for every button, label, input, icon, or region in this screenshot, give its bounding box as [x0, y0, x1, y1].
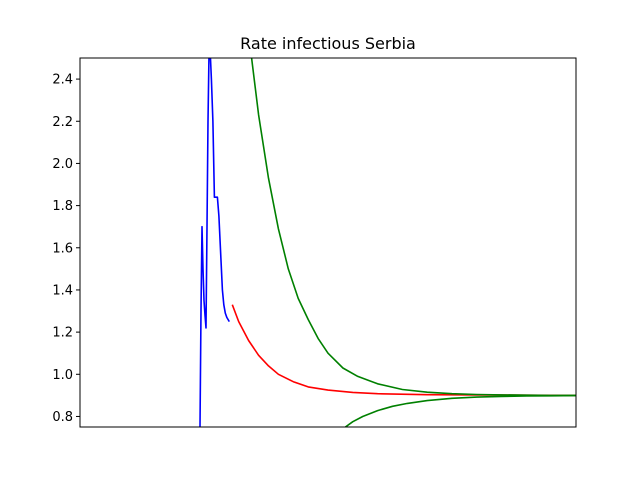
y-tick-label: 0.8 — [52, 410, 73, 425]
y-axis: 0.8 1.0 1.2 1.4 1.6 1.8 2.0 2.2 2.4 — [52, 73, 80, 425]
y-tick-label: 2.2 — [52, 115, 73, 130]
y-tick-label: 1.4 — [52, 283, 73, 298]
plot-frame — [79, 57, 577, 428]
y-tick-label: 1.0 — [52, 368, 73, 383]
chart-title: Rate infectious Serbia — [240, 34, 416, 53]
y-tick-label: 1.2 — [52, 326, 73, 341]
y-tick-label: 1.8 — [52, 199, 73, 214]
series-layer — [199, 58, 576, 427]
series-line-1 — [199, 58, 230, 427]
y-tick-label: 2.0 — [52, 157, 73, 172]
series-line-2 — [231, 304, 576, 397]
series-line-3 — [250, 58, 576, 397]
series-line-4 — [344, 394, 576, 427]
y-tick-label: 1.6 — [52, 241, 73, 256]
y-tick-label: 2.4 — [52, 73, 73, 88]
